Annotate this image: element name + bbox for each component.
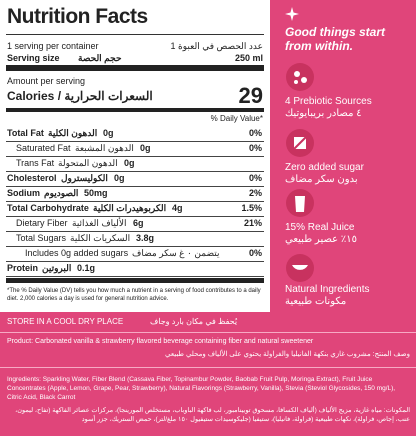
nutrient-name: Sodium	[7, 188, 40, 198]
prebiotic-icon	[286, 63, 314, 91]
nutrient-amount: 0g	[103, 128, 114, 138]
feature-ar: مكونات طبيعية	[285, 296, 347, 307]
servings-ar: عدد الحصص في العبوة 1	[170, 41, 263, 51]
nutrient-name: Trans Fat	[16, 158, 55, 168]
daily-value: 21%	[243, 218, 262, 228]
nutrient-name-ar: الكربوهيدرات الكلية	[93, 203, 167, 213]
nutrient-name: Total Sugars	[16, 233, 67, 243]
product-ar: وصف المنتج: مشروب غازي بنكهة الفانيليا و…	[165, 351, 410, 358]
daily-value: 0%	[248, 128, 262, 138]
nutrient-amount: 4g	[172, 203, 183, 213]
rule	[6, 34, 264, 35]
tagline: Good things start from within.	[285, 25, 385, 53]
storage: STORE IN A COOL DRY PLACE	[7, 317, 124, 326]
feature: Natural Ingredients	[285, 284, 370, 295]
nutrient-name: Total Fat	[7, 128, 44, 138]
nutrient-row: Total Fat الدهون الكلية 0g 0%	[6, 126, 264, 142]
nutrient-amount: 3.8g	[136, 233, 155, 243]
nutrient-name-ar: البروتين	[42, 263, 72, 273]
nutrient-name: Total Carbohydrate	[7, 203, 89, 213]
daily-value: 0%	[248, 173, 262, 183]
rule	[6, 108, 264, 112]
ingredients: Ingredients: Sparkling Water, Fiber Blen…	[7, 376, 396, 401]
nutrient-row: Cholesterol الكوليسترول 0g 0%	[6, 171, 264, 187]
nutrition-panel: Nutrition Facts 1 serving per container …	[0, 0, 270, 312]
nutrient-name: Protein	[7, 263, 39, 273]
nutrient-name-ar: الألياف الغذائية	[72, 218, 127, 228]
ingredients-ar: المكونات: مياه غازية، مزيج الألياف (أليا…	[15, 407, 410, 423]
nutrient-row: Total Sugars السكريات الكلية 3.8g	[6, 231, 264, 247]
rule	[0, 367, 416, 368]
nutrient-row: Dietary Fiber الألياف الغذائية 6g 21%	[6, 216, 264, 232]
daily-value: 0%	[248, 248, 262, 258]
nutrient-amount: 0.1g	[77, 263, 96, 273]
nutrient-amount: 6g	[133, 218, 144, 228]
daily-value: 1.5%	[241, 203, 262, 213]
footnote: *The % Daily Value (DV) tells you how mu…	[7, 288, 261, 302]
servings: 1 serving per container	[7, 41, 99, 51]
sparkle-icon	[285, 7, 299, 21]
feature: Zero added sugar	[285, 162, 364, 173]
nutrient-name-ar: الدهون المشبعة	[75, 143, 134, 153]
serving-size: Serving size	[7, 53, 60, 63]
nutrient-name: Dietary Fiber	[16, 218, 68, 228]
feature: 4 Prebiotic Sources	[285, 96, 372, 107]
nutrient-name-ar: الدهون المتحولة	[58, 158, 118, 168]
feature-ar: ٤ مصادر بريبايوتيك	[285, 108, 362, 119]
product: Product: Carbonated vanilla & strawberry…	[7, 338, 314, 345]
nutrient-row: Sodium الصوديوم 50mg 2%	[6, 186, 264, 202]
nutrient-amount: 50mg	[84, 188, 108, 198]
nutrient-amount: 0g	[114, 173, 125, 183]
nutrient-amount: 0g	[124, 158, 135, 168]
nutrient-name-ar: الكوليسترول	[61, 173, 108, 183]
daily-value: 2%	[248, 188, 262, 198]
amount-per-serving: Amount per serving	[7, 76, 86, 86]
juice-icon	[286, 189, 314, 217]
nutrient-row: Trans Fat الدهون المتحولة 0g	[6, 156, 264, 172]
nutrient-name: Saturated Fat	[16, 143, 71, 153]
rule	[6, 278, 264, 283]
feature: 15% Real Juice	[285, 222, 355, 233]
rule	[6, 65, 264, 71]
fruit-icon	[286, 254, 314, 282]
feature-ar: ١٥٪ عصير طبيعي	[285, 234, 358, 245]
nutrient-name: Cholesterol	[7, 173, 57, 183]
nutrient-amount: 0g	[140, 143, 151, 153]
daily-value: 0%	[248, 143, 262, 153]
nutrient-name-ar: الدهون الكلية	[48, 128, 98, 138]
daily-value-header: % Daily Value*	[210, 114, 263, 123]
nutrient-row: Saturated Fat الدهون المشبعة 0g 0%	[6, 141, 264, 157]
nutrient-row: Protein البروتين 0.1g	[6, 261, 264, 277]
title: Nutrition Facts	[7, 5, 148, 28]
calories-value: 29	[238, 83, 263, 108]
serving-size-value: 250 ml	[234, 53, 263, 63]
sugar-icon	[286, 129, 314, 157]
nutrient-row: Total Carbohydrate الكربوهيدرات الكلية 4g 1…	[6, 201, 264, 217]
storage-ar: يُحفظ في مكان بارد وجاف	[150, 317, 238, 326]
nutrient-name-ar: الصوديوم	[44, 188, 79, 198]
serving-size-ar: حجم الحصة	[78, 53, 122, 63]
calories-label: Calories / السعرات الحرارية	[7, 89, 153, 103]
nutrient-name-ar: يتضمن ٠ غ سكر مضاف	[132, 248, 220, 258]
feature-ar: بدون سكر مضاف	[285, 174, 358, 185]
nutrient-name: Includes 0g added sugars	[25, 248, 129, 258]
nutrient-row: Includes 0g added sugars يتضمن ٠ غ سكر مض…	[6, 246, 264, 262]
nutrient-name-ar: السكريات الكلية	[70, 233, 131, 243]
rule	[0, 332, 416, 333]
